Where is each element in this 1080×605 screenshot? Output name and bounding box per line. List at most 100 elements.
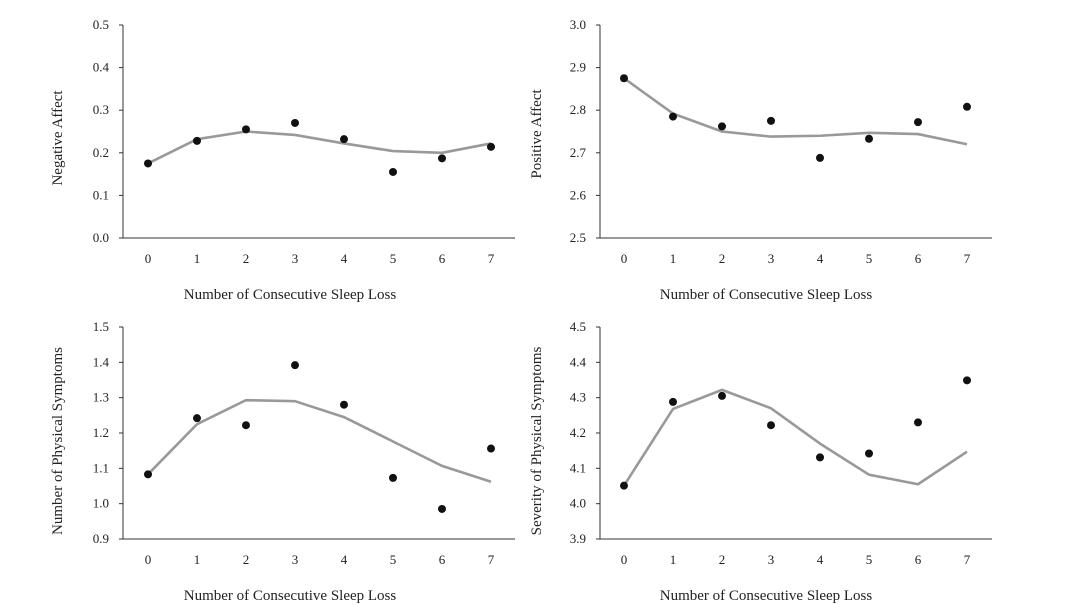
data-point xyxy=(193,414,201,423)
y-tick-label: 4.4 xyxy=(570,354,587,369)
data-point xyxy=(340,400,348,409)
data-point xyxy=(718,122,726,131)
data-point xyxy=(487,444,495,453)
data-point xyxy=(193,136,201,145)
x-tick-label: 7 xyxy=(488,251,495,266)
x-tick-label: 3 xyxy=(768,552,775,567)
y-tick-label: 0.2 xyxy=(93,145,109,160)
data-point xyxy=(816,153,824,162)
y-tick-label: 1.0 xyxy=(93,496,109,511)
data-point xyxy=(389,473,397,482)
x-tick-label: 5 xyxy=(866,552,873,567)
data-point xyxy=(963,376,971,385)
y-axis-title: Negative Affect xyxy=(50,90,66,186)
data-point xyxy=(914,418,922,427)
chart-panel-2: 2.5 2.6 2.7 2.8 2.9 3.0 0 1 2 3 4 5 6 7 Number of Cons… xyxy=(529,17,992,303)
x-tick-label: 7 xyxy=(488,552,495,567)
y-tick-label: 2.7 xyxy=(570,145,587,160)
x-tick-label: 1 xyxy=(670,552,677,567)
data-point xyxy=(963,102,971,111)
data-point xyxy=(438,504,446,513)
y-tick-label: 4.0 xyxy=(570,496,586,511)
x-tick-label: 4 xyxy=(341,251,348,266)
y-tick-label: 1.5 xyxy=(93,319,109,334)
data-point xyxy=(487,142,495,151)
fitted-trend-line xyxy=(623,77,968,146)
x-tick-label: 6 xyxy=(439,552,446,567)
data-point xyxy=(291,361,299,370)
y-tick-label: 2.8 xyxy=(570,102,586,117)
y-tick-label: 0.5 xyxy=(93,17,109,32)
data-point xyxy=(144,470,152,479)
fitted-trend-line xyxy=(147,130,492,165)
y-tick-label: 0.9 xyxy=(93,531,109,546)
x-tick-label: 0 xyxy=(145,552,152,567)
x-tick-label: 6 xyxy=(915,552,922,567)
data-point xyxy=(865,449,873,458)
y-tick-label: 2.9 xyxy=(570,60,586,75)
x-tick-label: 4 xyxy=(817,251,824,266)
x-axis-title: Number of Consecutive Sleep Loss xyxy=(660,588,873,604)
chart-panel-1: 0.0 0.1 0.2 0.3 0.4 0.5 0 1 2 3 4 5 6 7 Number of Cons… xyxy=(50,17,515,303)
x-tick-label: 2 xyxy=(719,251,726,266)
x-tick-label: 7 xyxy=(964,251,971,266)
x-tick-label: 7 xyxy=(964,552,971,567)
x-tick-label: 1 xyxy=(194,552,201,567)
data-point xyxy=(669,112,677,121)
y-tick-label: 1.3 xyxy=(93,390,109,405)
y-axis-title: Positive Affect xyxy=(529,89,545,179)
data-point xyxy=(620,74,628,83)
data-point xyxy=(767,421,775,430)
x-tick-label: 3 xyxy=(292,552,299,567)
x-tick-label: 3 xyxy=(768,251,775,266)
data-point xyxy=(389,167,397,176)
x-tick-label: 1 xyxy=(194,251,201,266)
data-point xyxy=(914,118,922,127)
y-axis-title: Severity of Physical Symptoms xyxy=(529,346,545,535)
chart-panel-4: 3.9 4.0 4.1 4.2 4.3 4.4 4.5 0 1 2 3 4 5 6 7 Number of C… xyxy=(529,319,992,604)
y-axis-title: Number of Physical Symptoms xyxy=(50,347,66,535)
x-tick-label: 0 xyxy=(621,251,628,266)
x-tick-label: 2 xyxy=(719,552,726,567)
x-tick-label: 4 xyxy=(341,552,348,567)
data-point xyxy=(767,116,775,125)
data-point xyxy=(340,135,348,144)
data-point xyxy=(438,154,446,163)
x-axis-title: Number of Consecutive Sleep Loss xyxy=(660,287,873,303)
data-point xyxy=(620,481,628,490)
data-point xyxy=(144,159,152,168)
x-tick-label: 2 xyxy=(243,251,250,266)
y-tick-label: 2.5 xyxy=(570,230,586,245)
x-axis-title: Number of Consecutive Sleep Loss xyxy=(184,588,397,604)
y-tick-label: 0.1 xyxy=(93,187,109,202)
y-tick-label: 1.2 xyxy=(93,425,109,440)
x-tick-label: 2 xyxy=(243,552,250,567)
y-tick-label: 4.5 xyxy=(570,319,586,334)
y-tick-label: 2.6 xyxy=(570,187,587,202)
y-tick-label: 1.4 xyxy=(93,354,110,369)
y-tick-label: 0.0 xyxy=(93,230,109,245)
x-axis-title: Number of Consecutive Sleep Loss xyxy=(184,287,397,303)
data-point xyxy=(816,453,824,462)
data-point xyxy=(242,421,250,430)
data-point xyxy=(242,125,250,134)
data-point xyxy=(291,118,299,127)
y-tick-label: 4.2 xyxy=(570,425,586,440)
y-tick-label: 3.0 xyxy=(570,17,586,32)
x-tick-label: 5 xyxy=(390,251,397,266)
y-tick-label: 3.9 xyxy=(570,531,586,546)
x-tick-label: 4 xyxy=(817,552,824,567)
x-tick-label: 0 xyxy=(621,552,628,567)
y-tick-label: 0.4 xyxy=(93,60,110,75)
data-point xyxy=(865,134,873,143)
x-tick-label: 0 xyxy=(145,251,152,266)
x-tick-label: 6 xyxy=(439,251,446,266)
data-point xyxy=(669,397,677,406)
x-tick-label: 3 xyxy=(292,251,299,266)
y-tick-label: 1.1 xyxy=(93,460,109,475)
chart-panel-3: 0.9 1.0 1.1 1.2 1.3 1.4 1.5 0 1 2 3 4 5 6 7 Number of C… xyxy=(50,319,515,604)
y-tick-label: 4.1 xyxy=(570,460,586,475)
data-point xyxy=(718,391,726,400)
fitted-trend-line xyxy=(147,398,492,483)
